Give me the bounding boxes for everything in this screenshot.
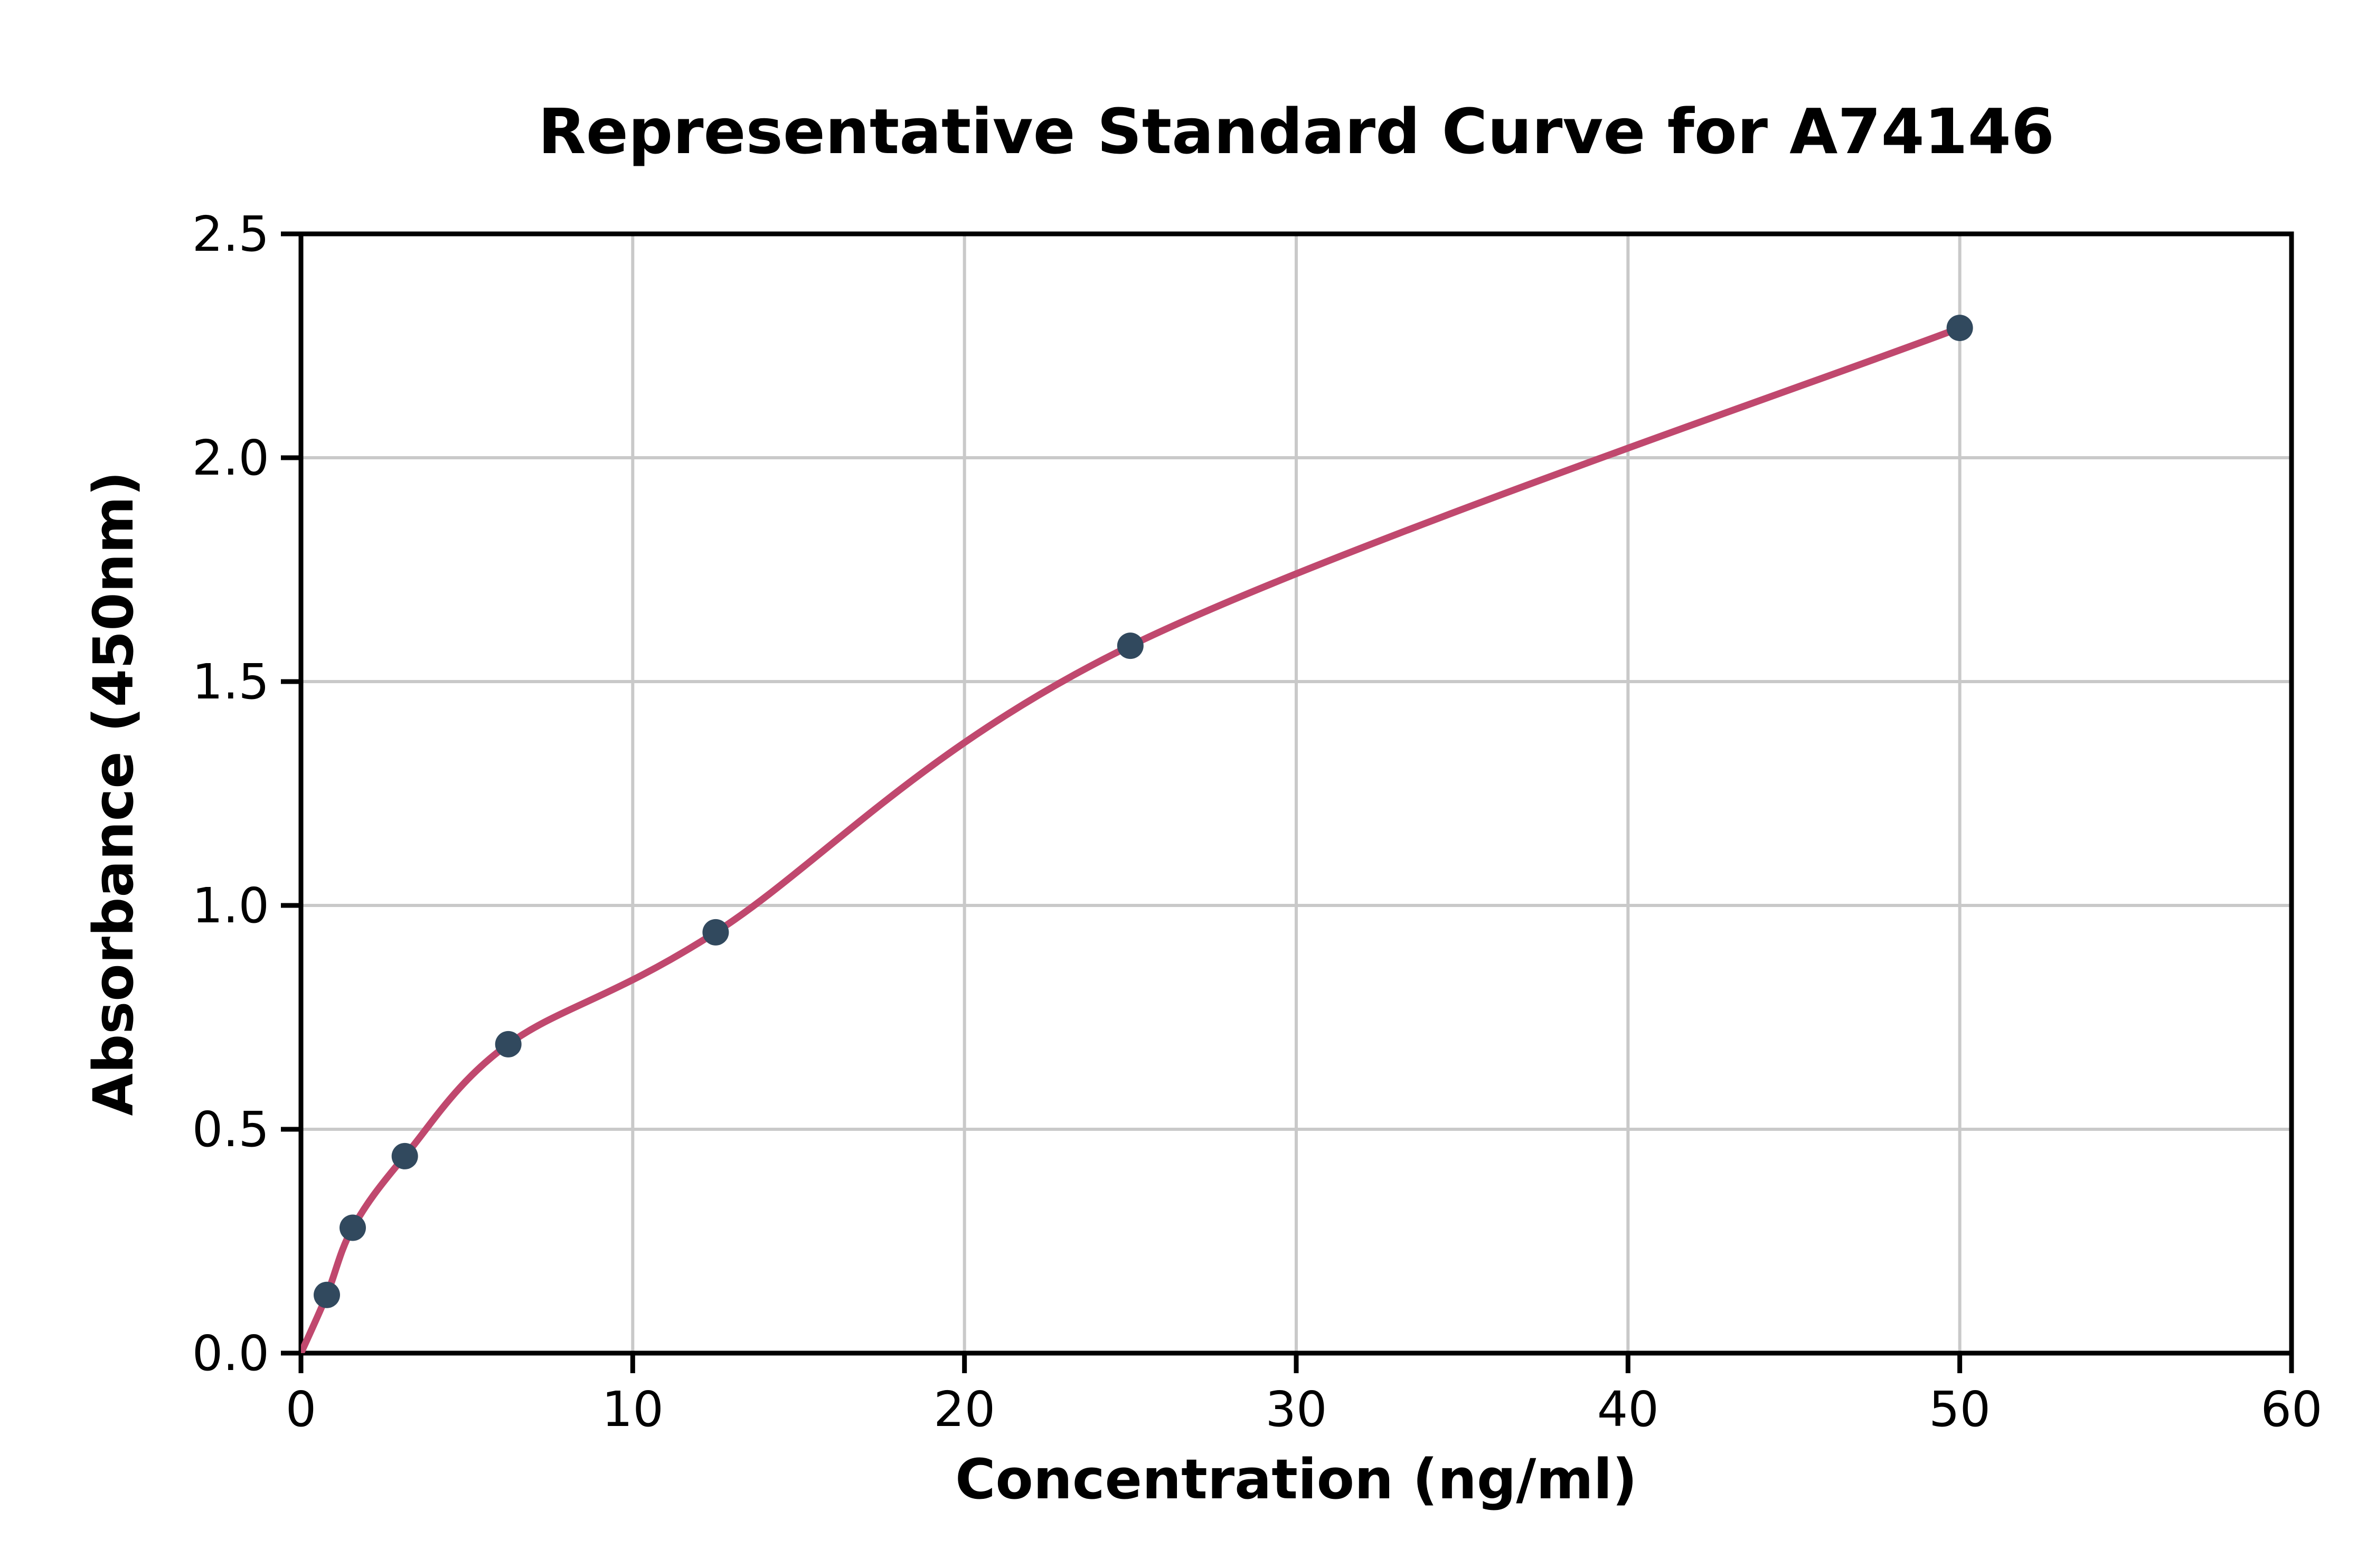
fit-curve: [301, 324, 1964, 1353]
x-tick-label: 30: [1265, 1381, 1327, 1438]
data-point: [340, 1214, 366, 1241]
x-tick-label: 50: [1929, 1381, 1991, 1438]
y-tick-label: 0.0: [192, 1325, 269, 1382]
x-tick-label: 20: [934, 1381, 995, 1438]
y-tick-label: 0.5: [192, 1101, 269, 1158]
y-tick-label: 1.5: [192, 654, 269, 710]
data-point: [702, 919, 729, 946]
data-point: [314, 1281, 341, 1308]
data-point: [1117, 632, 1144, 659]
x-tick-label: 0: [286, 1381, 317, 1438]
x-tick-label: 40: [1597, 1381, 1659, 1438]
x-axis-label: Concentration (ng/ml): [955, 1447, 1637, 1512]
data-point: [495, 1031, 522, 1057]
y-tick-label: 1.0: [192, 877, 269, 934]
chart-title: Representative Standard Curve for A74146: [538, 95, 2054, 168]
y-tick-label: 2.0: [192, 430, 269, 486]
data-point: [391, 1142, 418, 1169]
y-tick-label: 2.5: [192, 206, 269, 262]
x-tick-label: 60: [2260, 1381, 2322, 1438]
data-point: [1946, 315, 1973, 342]
y-axis-label: Absorbance (450nm): [81, 471, 146, 1116]
x-tick-label: 10: [602, 1381, 664, 1438]
